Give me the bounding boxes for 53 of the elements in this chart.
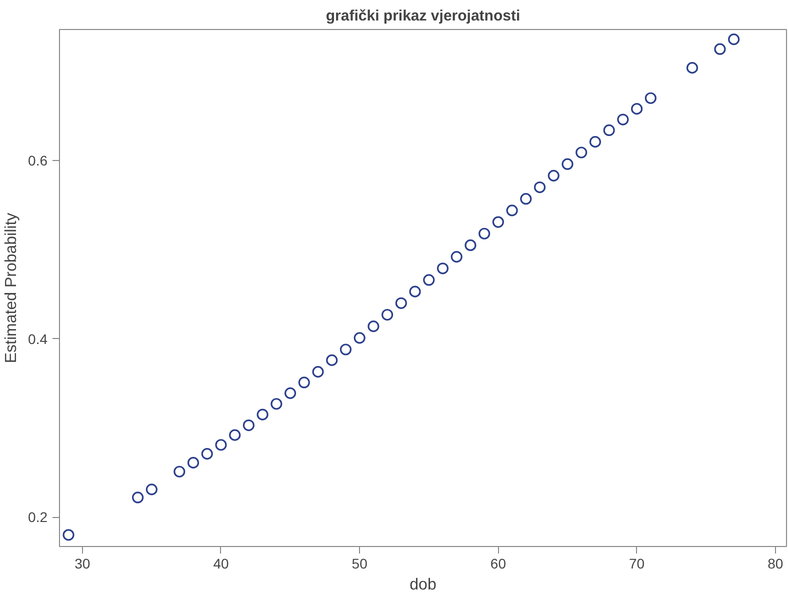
- point: [312, 366, 324, 378]
- point: [492, 216, 504, 228]
- point: [354, 332, 366, 344]
- point: [284, 387, 296, 399]
- point: [450, 251, 462, 263]
- point: [576, 146, 588, 158]
- x-tick-label: 80: [768, 556, 784, 572]
- point: [728, 34, 740, 46]
- point: [520, 193, 532, 205]
- point: [506, 204, 518, 216]
- point: [270, 398, 282, 410]
- point: [548, 170, 560, 182]
- point: [631, 103, 643, 115]
- x-tick-label: 70: [629, 556, 645, 572]
- point: [464, 239, 476, 252]
- point: [340, 344, 352, 356]
- point: [686, 62, 698, 74]
- point: [201, 448, 213, 460]
- x-tick-label: 40: [213, 556, 229, 572]
- point: [617, 114, 629, 126]
- point: [368, 320, 380, 332]
- x-tick-label: 50: [352, 556, 368, 572]
- point: [714, 43, 726, 55]
- point: [589, 136, 602, 148]
- point: [256, 408, 268, 420]
- point: [562, 158, 574, 170]
- y-axis-title: Estimated Probability: [3, 212, 20, 364]
- point: [242, 419, 254, 432]
- point: [62, 529, 74, 541]
- y-tick-label: 0.4: [28, 330, 48, 347]
- point: [395, 297, 407, 309]
- point: [298, 376, 310, 388]
- point: [382, 308, 394, 321]
- point: [229, 429, 241, 441]
- point: [174, 466, 186, 478]
- y-tick-label: 0.6: [28, 152, 48, 169]
- x-tick-label: 60: [490, 556, 506, 572]
- x-axis-title: dob: [410, 576, 436, 594]
- point: [478, 228, 490, 240]
- point: [409, 286, 421, 298]
- point: [423, 274, 435, 286]
- point: [436, 262, 449, 274]
- x-tick-label: 30: [74, 556, 90, 572]
- point: [187, 456, 200, 468]
- y-tick-label: 0.2: [28, 509, 48, 526]
- chart-title: grafički prikaz vjerojatnosti: [326, 8, 520, 24]
- point: [644, 92, 656, 104]
- point: [326, 354, 338, 366]
- point: [132, 492, 144, 504]
- point: [534, 181, 546, 194]
- point: [603, 124, 615, 136]
- point: [146, 484, 158, 496]
- point: [215, 439, 227, 451]
